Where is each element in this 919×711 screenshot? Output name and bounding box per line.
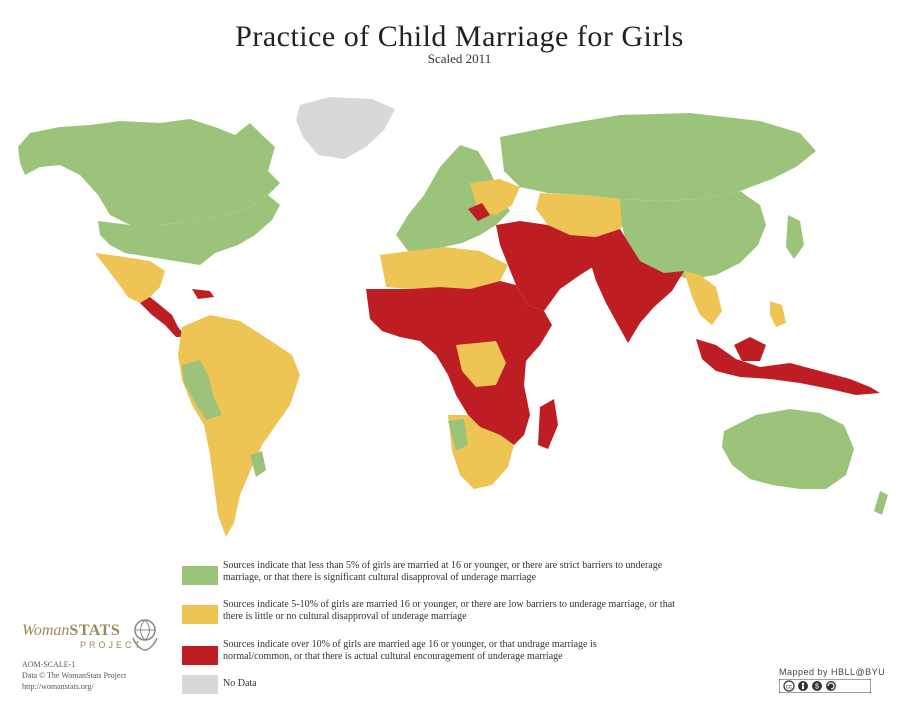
creative-commons-badge: cc $	[779, 679, 871, 693]
brand-logo-text: WomanSTATS	[22, 622, 121, 639]
legend-text-line: there is little or no cultural disapprov…	[223, 611, 467, 622]
brand-url: http://womanstats.org/	[22, 682, 94, 691]
legend-text-line: marriage, or that there is significant c…	[223, 572, 536, 583]
region-central-asia	[536, 193, 634, 237]
region-greenland	[296, 97, 395, 159]
region-chile-green	[250, 451, 266, 477]
region-europe	[396, 145, 510, 251]
region-madagascar	[538, 399, 558, 449]
legend-swatch-red	[182, 646, 218, 665]
nc-icon: $	[812, 681, 822, 691]
region-south-america	[178, 315, 300, 537]
globe-hands-icon	[132, 619, 158, 651]
by-icon	[798, 681, 808, 691]
brand-credit: Data © The WomanStats Project	[22, 671, 127, 680]
region-sahel-central-africa	[366, 281, 552, 445]
region-southeast-asia	[684, 271, 722, 325]
region-north-america-north	[18, 119, 280, 225]
region-japan	[786, 215, 804, 259]
mapped-by: Mapped by HBLL@BYU	[779, 667, 886, 677]
region-middle-east	[496, 221, 610, 311]
region-usa	[98, 195, 280, 265]
region-south-asia	[590, 229, 684, 343]
womanstats-brand: WomanSTATS PROJECT AOM-SCALE-1 Data © Th…	[22, 618, 172, 708]
region-australia	[722, 409, 854, 489]
world-map	[18, 97, 888, 537]
map-subtitle: Scaled 2011	[427, 51, 492, 66]
brand-project: PROJECT	[80, 640, 144, 650]
svg-text:$: $	[815, 684, 819, 691]
legend-text-line: normal/common, or that there is actual c…	[223, 651, 563, 662]
region-caribbean	[192, 289, 214, 299]
sa-icon	[826, 681, 836, 691]
brand-scale-code: AOM-SCALE-1	[22, 660, 76, 669]
region-russia	[500, 113, 816, 201]
region-indonesia	[696, 339, 880, 395]
region-philippines	[770, 301, 786, 327]
legend-swatch-gray	[182, 675, 218, 694]
region-balkans	[468, 203, 490, 221]
cc-icon: cc	[783, 680, 795, 692]
legend-text-line: Sources indicate over 10% of girls are m…	[223, 639, 597, 650]
region-mexico	[95, 253, 165, 303]
region-south-america-green	[182, 360, 222, 420]
region-china	[620, 191, 766, 279]
region-north-africa	[380, 247, 508, 289]
region-central-africa-yellow	[456, 341, 506, 387]
legend-swatch-yellow	[182, 605, 218, 624]
legend-text-line: Sources indicate 5-10% of girls are marr…	[223, 599, 675, 610]
legend-text-line: No Data	[223, 678, 257, 689]
legend-text-line: Sources indicate that less than 5% of gi…	[223, 560, 663, 571]
region-new-zealand	[874, 491, 888, 515]
map-title: Practice of Child Marriage for Girls	[235, 20, 684, 53]
region-central-america	[140, 297, 186, 337]
region-borneo	[734, 337, 766, 361]
region-namibia-green	[448, 419, 468, 451]
svg-text:cc: cc	[786, 685, 792, 691]
legend-swatch-green	[182, 566, 218, 585]
